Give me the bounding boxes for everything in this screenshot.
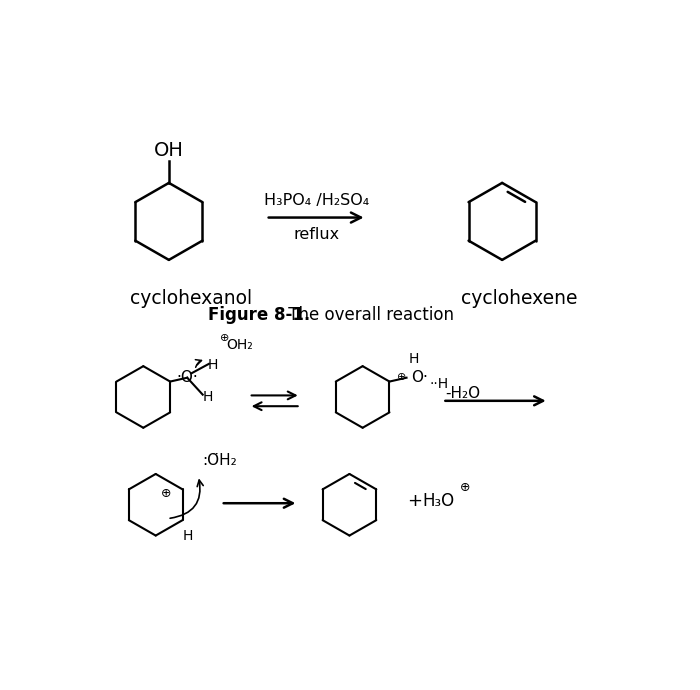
Text: ⊕: ⊕ bbox=[397, 372, 407, 382]
Text: OH₂: OH₂ bbox=[226, 338, 253, 353]
Text: H₃O: H₃O bbox=[422, 492, 454, 510]
Text: reflux: reflux bbox=[293, 227, 340, 242]
Text: O·: O· bbox=[411, 371, 428, 385]
Text: -H₂O: -H₂O bbox=[446, 386, 481, 401]
Text: H: H bbox=[208, 358, 218, 373]
Text: cyclohexanol: cyclohexanol bbox=[130, 289, 252, 308]
Text: H: H bbox=[409, 352, 419, 366]
Text: :ÖH₂: :ÖH₂ bbox=[202, 453, 237, 468]
Text: H: H bbox=[183, 529, 193, 544]
Text: ⊕: ⊕ bbox=[161, 487, 172, 500]
Text: ·O·: ·O· bbox=[176, 371, 198, 385]
Text: H: H bbox=[203, 390, 214, 404]
Text: Figure 8-1.: Figure 8-1. bbox=[208, 306, 310, 324]
Text: ⊕: ⊕ bbox=[220, 333, 229, 343]
Text: H₃PO₄ /H₂SO₄: H₃PO₄ /H₂SO₄ bbox=[263, 193, 369, 208]
Text: ··H: ··H bbox=[430, 377, 449, 391]
Text: The overall reaction: The overall reaction bbox=[283, 306, 454, 324]
Text: ⊕: ⊕ bbox=[459, 482, 470, 494]
Text: OH: OH bbox=[154, 141, 184, 160]
Text: cyclohexene: cyclohexene bbox=[461, 289, 578, 308]
Text: +: + bbox=[407, 492, 422, 510]
